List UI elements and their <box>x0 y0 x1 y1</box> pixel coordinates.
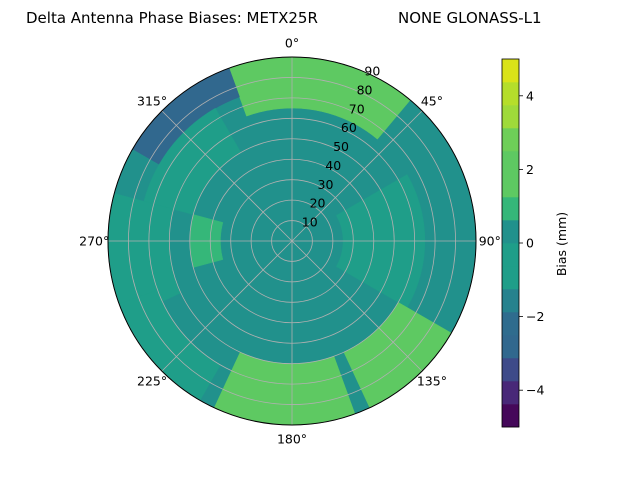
colorbar-band <box>502 266 519 290</box>
chart-title-left: Delta Antenna Phase Biases: METX25R <box>26 9 318 27</box>
angular-tick-label: 135° <box>417 373 447 388</box>
colorbar-band <box>502 220 519 244</box>
radial-tick-label: 20 <box>310 196 326 211</box>
colorbar-band <box>502 335 519 359</box>
colorbar-tick-label: −2 <box>526 309 544 324</box>
colorbar-band <box>502 128 519 152</box>
radial-tick-label: 80 <box>357 82 373 97</box>
colorbar-label: Bias (mm) <box>554 212 569 276</box>
colorbar-tick-label: −4 <box>526 383 544 398</box>
polar-tick-labels: 0° 45° 90° 135° 180° 225° 270° 315° 10 20 30 40 50 60… <box>79 36 501 447</box>
radial-tick-label: 30 <box>318 177 334 192</box>
radial-tick-label: 50 <box>333 139 349 154</box>
colorbar-band <box>502 82 519 106</box>
colorbar-tick-label: 2 <box>526 162 534 177</box>
angular-gridline <box>291 240 423 372</box>
angular-gridline <box>161 240 293 372</box>
radial-tick-label: 90 <box>364 64 380 79</box>
angular-tick-label: 0° <box>285 36 299 51</box>
angular-gridline <box>161 110 293 242</box>
angular-tick-label: 270° <box>79 234 109 249</box>
colorbar: −4 −2 0 2 4 <box>501 58 544 428</box>
radial-tick-label: 40 <box>325 158 341 173</box>
colorbar-band <box>502 243 519 267</box>
colorbar-band <box>502 59 519 83</box>
radial-tick-label: 70 <box>349 101 365 116</box>
polar-grid <box>107 56 477 426</box>
angular-gridline <box>291 110 423 242</box>
colorbar-band <box>502 404 519 428</box>
radial-tick-label: 10 <box>302 215 318 230</box>
colorbar-band <box>502 105 519 129</box>
colorbar-band <box>502 358 519 382</box>
colorbar-band <box>502 289 519 313</box>
colorbar-band <box>502 174 519 198</box>
colorbar-band <box>502 151 519 175</box>
radial-tick-label: 60 <box>341 120 357 135</box>
colorbar-band <box>502 381 519 405</box>
colorbar-tick-label: 4 <box>526 88 534 103</box>
angular-tick-label: 45° <box>421 94 443 109</box>
angular-tick-label: 180° <box>277 431 307 446</box>
angular-tick-label: 90° <box>479 234 501 249</box>
colorbar-band <box>502 312 519 336</box>
polar-frame <box>107 56 477 426</box>
colorbar-band <box>502 197 519 221</box>
colorbar-tick-label: 0 <box>526 236 534 251</box>
angular-tick-label: 315° <box>137 94 167 109</box>
angular-tick-label: 225° <box>137 373 167 388</box>
chart-title-right: NONE GLONASS-L1 <box>398 9 542 27</box>
